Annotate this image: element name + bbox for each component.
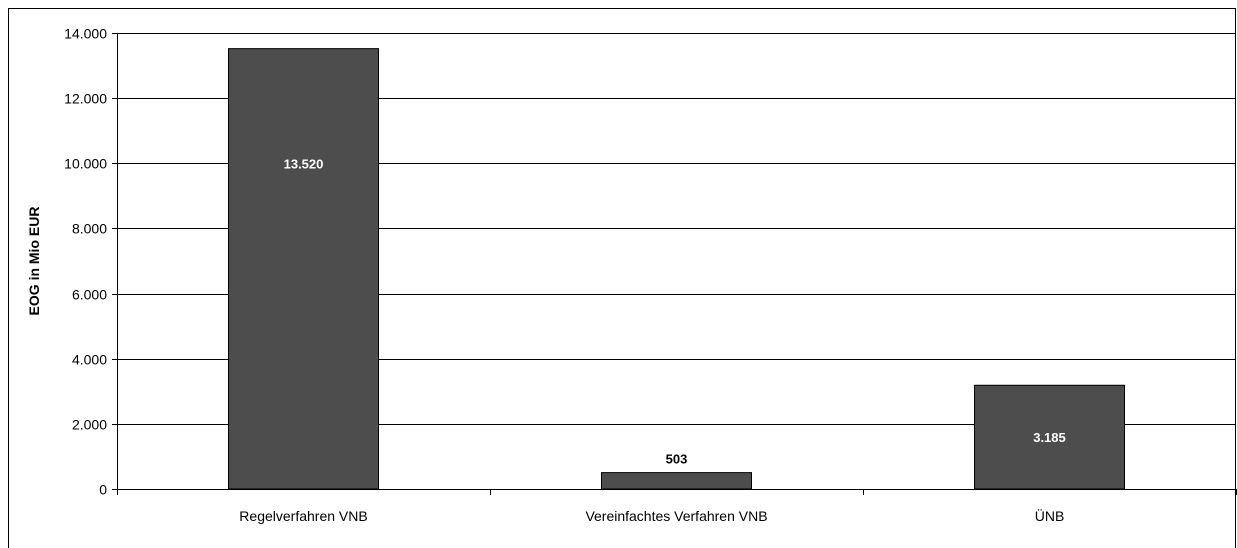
axes [112, 33, 1237, 495]
bar [974, 384, 1125, 490]
y-tick-label: 0 [99, 482, 107, 498]
data-label: 13.520 [284, 157, 324, 172]
x-tick-label: ÜNB [1035, 507, 1065, 524]
y-tick-label: 6.000 [72, 287, 107, 303]
y-tick-label: 8.000 [72, 221, 107, 237]
x-tick-label: Vereinfachtes Verfahren VNB [585, 508, 767, 524]
y-tick-label: 14.000 [64, 26, 107, 42]
bar-chart: 0 2.000 4.000 6.000 8.000 10.000 12.000 14.000 1… [26, 26, 1237, 525]
data-label: 3.185 [1033, 430, 1066, 445]
y-axis-label: EOG in Mio EUR [26, 207, 42, 316]
chart-frame [8, 8, 1236, 548]
y-tick-label: 10.000 [64, 156, 107, 172]
y-tick-label: 2.000 [72, 417, 107, 433]
bar [601, 472, 752, 490]
data-label: 503 [666, 452, 688, 467]
bar [228, 48, 379, 490]
y-tick-label: 4.000 [72, 352, 107, 368]
x-tick-label: Regelverfahren VNB [239, 508, 367, 524]
bars [228, 48, 1125, 490]
y-tick-label: 12.000 [64, 91, 107, 107]
labels: 0 2.000 4.000 6.000 8.000 10.000 12.000 14.000 1… [64, 26, 1066, 525]
